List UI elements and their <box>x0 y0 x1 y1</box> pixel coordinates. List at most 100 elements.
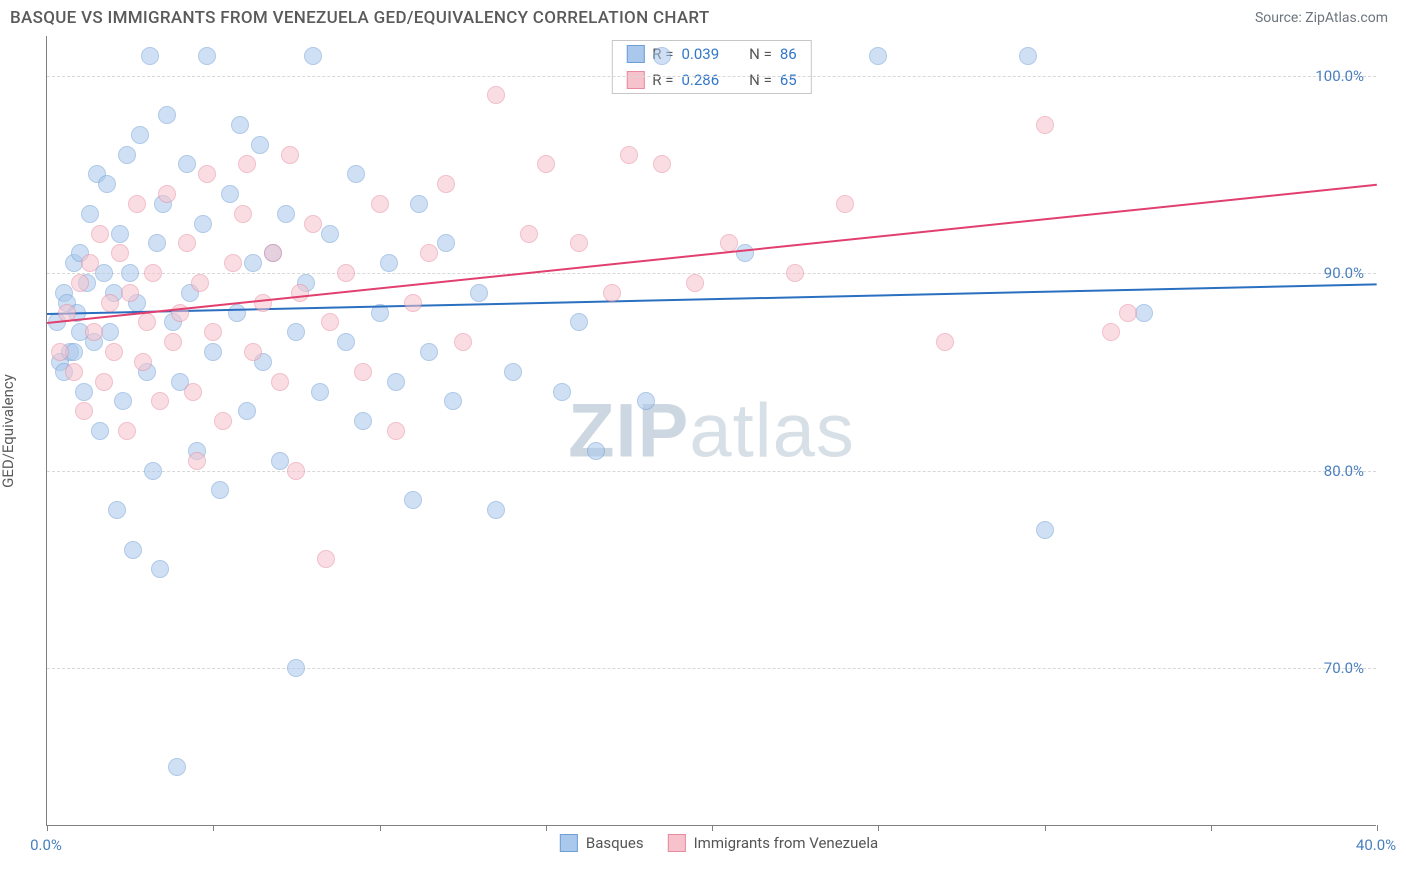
scatter-point <box>121 284 139 302</box>
scatter-point <box>287 323 305 341</box>
scatter-point <box>444 392 462 410</box>
legend-swatch <box>560 834 578 852</box>
scatter-point <box>65 363 83 381</box>
scatter-point <box>271 373 289 391</box>
scatter-point <box>118 146 136 164</box>
scatter-point <box>238 155 256 173</box>
scatter-point <box>244 254 262 272</box>
scatter-point <box>194 215 212 233</box>
scatter-point <box>620 146 638 164</box>
scatter-point <box>271 452 289 470</box>
scatter-point <box>95 373 113 391</box>
legend-swatch <box>668 834 686 852</box>
x-tick-mark <box>546 825 547 831</box>
scatter-point <box>158 185 176 203</box>
scatter-point <box>198 47 216 65</box>
scatter-point <box>404 491 422 509</box>
scatter-point <box>178 155 196 173</box>
scatter-point <box>686 274 704 292</box>
scatter-point <box>204 343 222 361</box>
scatter-point <box>124 541 142 559</box>
scatter-point <box>1019 47 1037 65</box>
n-value: 65 <box>780 71 797 89</box>
x-tick-mark <box>1211 825 1212 831</box>
scatter-point <box>380 254 398 272</box>
gridline <box>47 273 1376 274</box>
y-tick-label: 80.0% <box>1324 462 1364 480</box>
scatter-point <box>221 185 239 203</box>
x-tick-mark <box>878 825 879 831</box>
trend-line <box>47 283 1377 315</box>
scatter-point <box>487 501 505 519</box>
scatter-point <box>281 146 299 164</box>
gridline <box>47 76 1376 77</box>
scatter-point <box>105 343 123 361</box>
scatter-point <box>164 333 182 351</box>
scatter-point <box>637 392 655 410</box>
chart-title: BASQUE VS IMMIGRANTS FROM VENEZUELA GED/… <box>10 8 710 28</box>
scatter-point <box>321 225 339 243</box>
r-value: 0.286 <box>681 71 719 89</box>
scatter-point <box>321 313 339 331</box>
scatter-point <box>653 155 671 173</box>
scatter-point <box>131 126 149 144</box>
scatter-point <box>98 175 116 193</box>
scatter-point <box>337 333 355 351</box>
scatter-point <box>1135 304 1153 322</box>
scatter-point <box>287 659 305 677</box>
scatter-point <box>410 195 428 213</box>
scatter-point <box>91 225 109 243</box>
legend-label: Immigrants from Venezuela <box>694 834 879 852</box>
x-tick-mark <box>1045 825 1046 831</box>
x-tick-mark <box>712 825 713 831</box>
scatter-point <box>75 383 93 401</box>
scatter-point <box>653 47 671 65</box>
scatter-point <box>71 274 89 292</box>
scatter-point <box>244 343 262 361</box>
scatter-point <box>347 165 365 183</box>
scatter-point <box>437 175 455 193</box>
scatter-point <box>736 244 754 262</box>
scatter-point <box>81 254 99 272</box>
scatter-point <box>387 422 405 440</box>
scatter-point <box>238 402 256 420</box>
scatter-point <box>1102 323 1120 341</box>
scatter-point <box>231 116 249 134</box>
x-tick-label: 40.0% <box>1356 836 1396 854</box>
x-tick-mark <box>47 825 48 831</box>
scatter-point <box>85 323 103 341</box>
scatter-point <box>204 323 222 341</box>
scatter-point <box>287 462 305 480</box>
scatter-point <box>138 313 156 331</box>
scatter-point <box>786 264 804 282</box>
scatter-point <box>211 481 229 499</box>
scatter-point <box>111 225 129 243</box>
scatter-point <box>487 86 505 104</box>
scatter-point <box>836 195 854 213</box>
scatter-point <box>317 550 335 568</box>
scatter-point <box>520 225 538 243</box>
scatter-point <box>158 106 176 124</box>
scatter-point <box>570 313 588 331</box>
scatter-point <box>387 373 405 391</box>
scatter-point <box>304 47 322 65</box>
scatter-point <box>420 244 438 262</box>
scatter-point <box>553 383 571 401</box>
scatter-point <box>1119 304 1137 322</box>
scatter-point <box>470 284 488 302</box>
scatter-point <box>251 136 269 154</box>
legend-item: Basques <box>560 834 644 852</box>
scatter-point <box>291 284 309 302</box>
x-tick-mark <box>1377 825 1378 831</box>
scatter-point <box>151 560 169 578</box>
scatter-point <box>603 284 621 302</box>
scatter-point <box>101 323 119 341</box>
scatter-point <box>311 383 329 401</box>
scatter-point <box>264 244 282 262</box>
legend-item: Immigrants from Venezuela <box>668 834 879 852</box>
scatter-point <box>114 392 132 410</box>
y-tick-label: 100.0% <box>1315 67 1364 85</box>
scatter-point <box>354 412 372 430</box>
scatter-point <box>254 294 272 312</box>
scatter-point <box>587 442 605 460</box>
